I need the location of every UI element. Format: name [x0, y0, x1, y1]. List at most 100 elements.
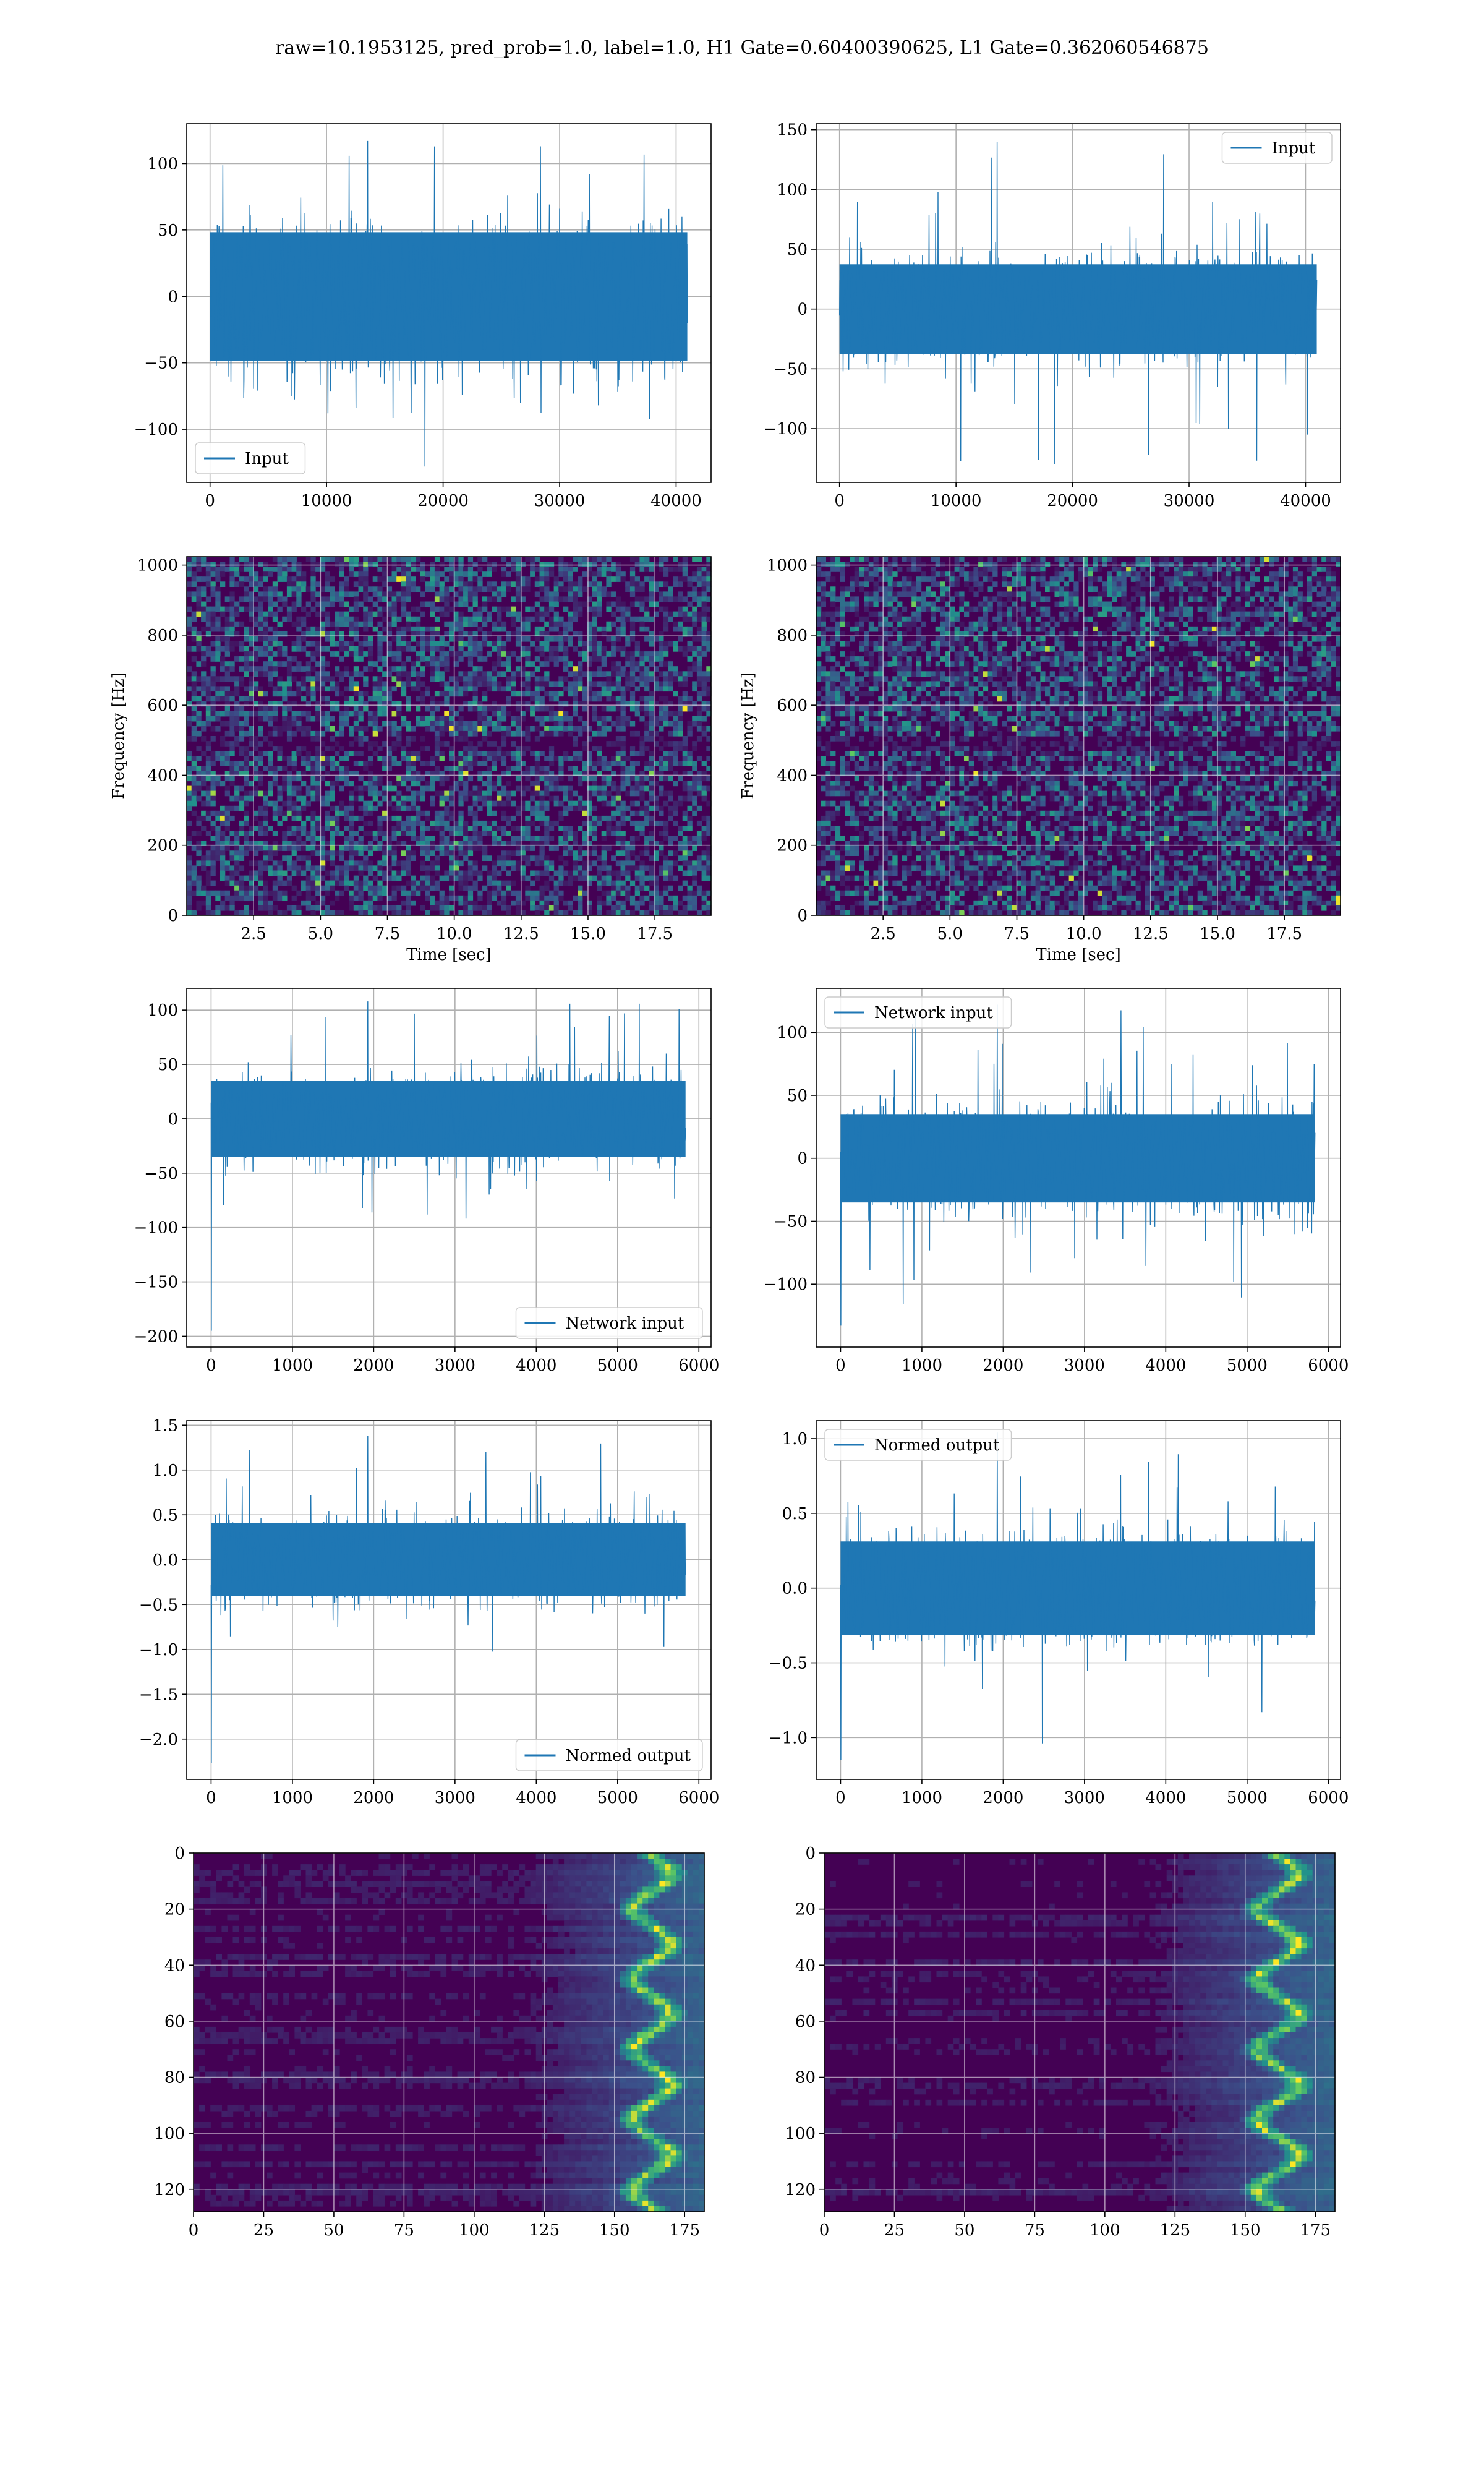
spectrogram-cell: [606, 826, 612, 831]
spectrogram-cell: [353, 831, 359, 836]
spectrogram-cell: [391, 746, 397, 751]
spectrogram-cell: [449, 895, 454, 901]
spectrogram-cell: [325, 646, 330, 652]
spectrogram-cell: [530, 880, 535, 886]
spectrogram-cell: [449, 766, 454, 771]
spectrogram-cell: [406, 562, 411, 567]
spectrogram-cell: [258, 860, 263, 867]
y-tick-label: 50: [158, 221, 178, 240]
spectrogram-cell: [353, 606, 359, 612]
spectrogram-cell: [286, 736, 292, 742]
spectrogram-cell: [701, 681, 707, 687]
spectrogram-cell: [444, 681, 450, 687]
spectrogram-cell: [701, 671, 707, 677]
spectrogram-cell: [597, 651, 602, 657]
spectrogram-cell: [315, 567, 321, 572]
spectrogram-cell: [187, 581, 192, 587]
spectrogram-cell: [234, 761, 240, 766]
spectrogram-cell: [654, 611, 659, 617]
spectrogram-cell: [411, 661, 416, 667]
spectrogram-cell: [330, 761, 335, 766]
spectrogram-cell: [416, 790, 421, 797]
spectrogram-cell: [277, 606, 283, 612]
spectrogram-cell: [396, 666, 402, 672]
spectrogram-cell: [430, 756, 435, 761]
spectrogram-cell: [568, 880, 573, 886]
spectrogram-cell: [305, 855, 311, 861]
spectrogram-cell: [439, 611, 445, 617]
spectrogram-cell: [406, 586, 411, 592]
spectrogram-cell: [286, 781, 292, 787]
spectrogram-cell: [520, 865, 526, 871]
spectrogram-cell: [668, 810, 673, 816]
spectrogram-cell: [597, 666, 602, 672]
spectrogram-cell: [396, 651, 402, 657]
spectrogram-cell: [663, 766, 669, 771]
spectrogram-cell: [301, 900, 307, 906]
spectrogram-cell: [268, 900, 273, 906]
spectrogram-cell: [673, 836, 678, 841]
spectrogram-cell: [706, 706, 712, 712]
spectrogram-cell: [335, 850, 340, 856]
spectrogram-cell: [511, 621, 516, 627]
spectrogram-cell: [525, 895, 531, 901]
spectrogram-cell: [210, 681, 216, 687]
spectrogram-cell: [406, 751, 411, 756]
spectrogram-cell: [654, 681, 659, 687]
spectrogram-cell: [330, 746, 335, 751]
spectrogram-cell: [196, 586, 202, 592]
spectrogram-cell: [205, 850, 211, 856]
spectrogram-cell: [568, 805, 573, 811]
spectrogram-cell: [597, 606, 602, 612]
spectrogram-cell: [253, 651, 259, 657]
spectrogram-cell: [530, 900, 535, 906]
spectrogram-cell: [325, 557, 330, 562]
spectrogram-cell: [587, 621, 592, 627]
spectrogram-cell: [330, 815, 335, 821]
y-tick-label: −100: [134, 421, 178, 439]
spectrogram-cell: [286, 557, 292, 562]
spectrogram-cell: [706, 756, 712, 761]
spectrogram-cell: [515, 557, 521, 562]
spectrogram-cell: [339, 676, 344, 682]
spectrogram-cell: [349, 631, 354, 637]
spectrogram-cell: [315, 562, 321, 567]
spectrogram-cell: [539, 581, 545, 587]
spectrogram-cell: [592, 815, 597, 821]
spectrogram-cell: [553, 730, 559, 737]
spectrogram-cell: [544, 905, 550, 911]
spectrogram-cell: [296, 666, 302, 672]
spectrogram-cell: [201, 656, 207, 662]
spectrogram-cell: [382, 626, 388, 632]
spectrogram-cell: [553, 626, 559, 632]
spectrogram-cell: [659, 646, 664, 652]
spectrogram-cell: [553, 696, 559, 702]
spectrogram-cell: [625, 766, 631, 771]
spectrogram-cell: [320, 596, 326, 602]
spectrogram-cell: [706, 870, 712, 876]
spectrogram-cell: [706, 636, 712, 642]
spectrogram-cell: [205, 576, 211, 582]
spectrogram-cell: [282, 691, 288, 697]
spectrogram-cell: [449, 756, 454, 761]
spectrogram-cell: [463, 751, 469, 756]
spectrogram-cell: [411, 766, 416, 771]
spectrogram-cell: [487, 800, 492, 807]
spectrogram-cell: [349, 855, 354, 861]
spectrogram-cell: [515, 730, 521, 737]
spectrogram-cell: [606, 591, 612, 597]
spectrogram-cell: [458, 686, 464, 692]
spectrogram-cell: [629, 900, 636, 906]
spectrogram-cell: [463, 586, 469, 592]
spectrogram-cell: [191, 571, 197, 577]
spectrogram-cell: [358, 790, 364, 797]
spectrogram-cell: [263, 890, 268, 896]
spectrogram-cell: [377, 606, 383, 612]
spectrogram-cell: [515, 616, 521, 622]
spectrogram-cell: [639, 581, 645, 587]
spectrogram-cell: [525, 656, 531, 662]
spectrogram-cell: [663, 756, 669, 761]
spectrogram-cell: [534, 676, 540, 682]
spectrogram-cell: [301, 841, 307, 846]
spectrogram-cell: [258, 636, 263, 642]
